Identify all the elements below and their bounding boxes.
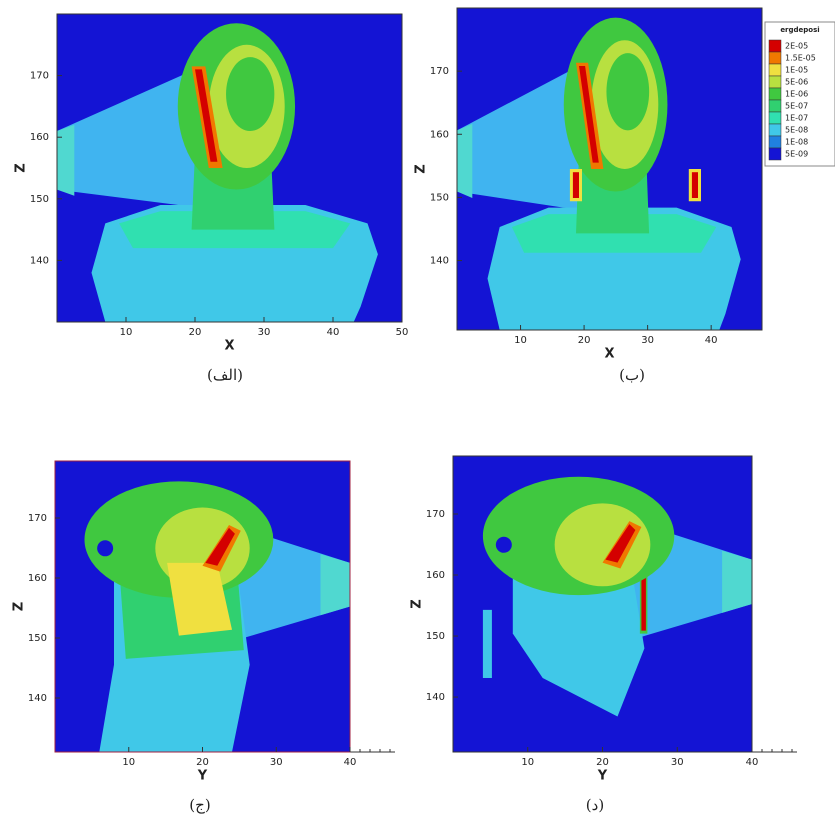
region bbox=[722, 550, 752, 613]
legend-swatch bbox=[768, 123, 782, 137]
x-tick-label: 50 bbox=[396, 327, 409, 338]
plot-frame bbox=[456, 7, 763, 331]
y-tick-label: 160 bbox=[28, 573, 47, 584]
y-tick-label: 170 bbox=[426, 509, 445, 520]
region bbox=[457, 123, 473, 198]
region bbox=[554, 503, 651, 587]
region bbox=[605, 524, 636, 563]
x-tick-label: 40 bbox=[746, 757, 759, 768]
x-tick-label: 40 bbox=[327, 327, 340, 338]
legend-swatch bbox=[768, 51, 782, 65]
legend-label: 1E-08 bbox=[785, 138, 808, 147]
legend-title: ergdeposi bbox=[780, 26, 819, 34]
y-tick-label: 170 bbox=[430, 66, 449, 77]
region bbox=[195, 69, 218, 162]
legend-label: 5E-06 bbox=[785, 78, 808, 87]
legend-label: 1.5E-05 bbox=[785, 54, 816, 63]
y-tick-label: 150 bbox=[430, 192, 449, 203]
x-tick-label: 10 bbox=[521, 757, 534, 768]
region bbox=[167, 562, 232, 636]
legend-swatch bbox=[768, 111, 782, 125]
legend-label: 1E-07 bbox=[785, 114, 808, 123]
legend-label: 5E-08 bbox=[785, 126, 808, 135]
y-tick-label: 140 bbox=[426, 692, 445, 703]
y-axis-label: Z bbox=[414, 164, 429, 173]
caption: (ب) bbox=[619, 366, 645, 384]
legend-swatch bbox=[768, 39, 782, 53]
legend-swatch bbox=[768, 63, 782, 77]
region bbox=[57, 124, 75, 196]
y-tick-label: 150 bbox=[426, 631, 445, 642]
region bbox=[320, 554, 350, 616]
x-axis-label: Y bbox=[597, 769, 608, 784]
y-tick-label: 170 bbox=[30, 71, 49, 82]
x-tick-label: 20 bbox=[578, 335, 591, 346]
x-tick-label: 30 bbox=[671, 757, 684, 768]
caption: (د) bbox=[586, 796, 604, 814]
x-axis-label: X bbox=[604, 347, 614, 362]
x-tick-label: 10 bbox=[122, 757, 135, 768]
legend-swatch bbox=[768, 99, 782, 113]
x-tick-label: 40 bbox=[344, 757, 357, 768]
x-tick-label: 10 bbox=[120, 327, 133, 338]
plot-frame bbox=[56, 13, 403, 323]
legend-swatch bbox=[768, 135, 782, 149]
y-tick-label: 140 bbox=[30, 255, 49, 266]
legend-swatch bbox=[768, 147, 782, 161]
y-tick-label: 160 bbox=[430, 129, 449, 140]
legend-label: 1E-05 bbox=[785, 66, 808, 75]
y-axis-label: Z bbox=[14, 163, 29, 172]
region bbox=[57, 66, 202, 209]
x-tick-label: 40 bbox=[705, 335, 718, 346]
y-tick-label: 150 bbox=[28, 633, 47, 644]
x-tick-label: 30 bbox=[258, 327, 271, 338]
legend-label: 5E-07 bbox=[785, 102, 808, 111]
y-tick-label: 160 bbox=[426, 570, 445, 581]
y-axis-label: Z bbox=[410, 599, 425, 608]
legend-swatch bbox=[768, 75, 782, 89]
x-tick-label: 30 bbox=[641, 335, 654, 346]
y-tick-label: 150 bbox=[30, 194, 49, 205]
x-tick-label: 30 bbox=[270, 757, 283, 768]
y-tick-label: 160 bbox=[30, 132, 49, 143]
region bbox=[691, 172, 698, 198]
region bbox=[641, 568, 646, 631]
y-tick-label: 140 bbox=[430, 256, 449, 267]
region bbox=[205, 527, 235, 566]
caption: (الف) bbox=[207, 366, 243, 384]
x-tick-label: 20 bbox=[596, 757, 609, 768]
legend-label: 1E-06 bbox=[785, 90, 808, 99]
x-tick-label: 20 bbox=[189, 327, 202, 338]
legend-label: 5E-09 bbox=[785, 150, 808, 159]
region bbox=[482, 609, 492, 678]
legend-swatch bbox=[768, 87, 782, 101]
region bbox=[457, 62, 586, 211]
y-tick-label: 140 bbox=[28, 693, 47, 704]
region bbox=[512, 574, 645, 717]
legend-label: 2E-05 bbox=[785, 42, 808, 51]
x-tick-label: 20 bbox=[196, 757, 209, 768]
region bbox=[579, 66, 599, 163]
x-tick-label: 10 bbox=[514, 335, 527, 346]
eye-cavity bbox=[495, 536, 512, 553]
caption: (ج) bbox=[189, 796, 210, 814]
region bbox=[606, 53, 650, 131]
eye-cavity bbox=[97, 540, 114, 557]
x-axis-label: X bbox=[224, 339, 234, 354]
region bbox=[226, 57, 275, 132]
region bbox=[572, 172, 579, 198]
x-axis-label: Y bbox=[197, 769, 208, 784]
y-tick-label: 170 bbox=[28, 513, 47, 524]
y-axis-label: Z bbox=[12, 602, 27, 611]
